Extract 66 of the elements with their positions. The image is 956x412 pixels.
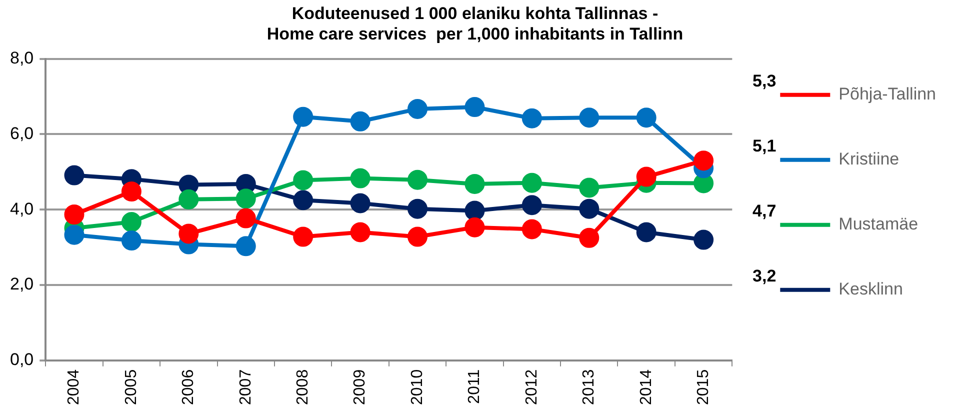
point: [178, 189, 199, 210]
y-tick-label: 4,0: [10, 199, 34, 218]
point: [236, 208, 256, 228]
point: [64, 224, 84, 245]
legend-label: Kristiine: [838, 150, 900, 169]
text: 4,7: [752, 202, 776, 221]
x-tick-label: 2008: [294, 369, 312, 405]
x-tick-label: 2006: [180, 369, 198, 405]
point: [350, 168, 370, 188]
point: [522, 172, 542, 193]
x-tick-label: 2014: [638, 369, 655, 405]
text: 3,2: [752, 266, 776, 286]
point: [636, 166, 656, 187]
point: [464, 217, 485, 238]
point: [236, 188, 256, 209]
point: [408, 170, 428, 190]
point: [293, 170, 314, 190]
x-tick-label: 2009: [352, 369, 369, 405]
point: [236, 236, 256, 256]
point: [522, 219, 542, 240]
point: [121, 212, 142, 232]
point: [408, 198, 428, 219]
point: [350, 193, 370, 214]
point: [464, 97, 485, 118]
point: [293, 190, 314, 210]
point: [350, 111, 370, 132]
point: [694, 230, 714, 250]
point: [178, 224, 199, 244]
y-tick-label: 8,0: [10, 48, 34, 68]
point: [522, 108, 542, 128]
x-tick-label: 2013: [580, 369, 598, 405]
y-tick-label: 0,0: [10, 350, 34, 370]
y-tick-label: 2,0: [10, 274, 34, 294]
point: [121, 230, 142, 251]
x-tick-label: 2012: [523, 369, 540, 405]
point: [522, 195, 542, 216]
text: 5,1: [752, 136, 776, 156]
x-tick-label: 2005: [122, 369, 140, 405]
point: [636, 222, 656, 242]
point: [121, 182, 142, 202]
point: [636, 108, 656, 128]
legend-label: Mustamäe: [838, 214, 918, 234]
x-tick-label: 2010: [408, 369, 426, 405]
point: [579, 228, 600, 248]
point: [579, 108, 600, 128]
x-tick-label: 2011: [466, 369, 484, 404]
point: [64, 204, 84, 225]
point: [464, 200, 485, 221]
point: [350, 222, 370, 242]
point: [64, 165, 84, 186]
point: [464, 174, 485, 194]
point: [694, 150, 714, 171]
text: 5,3: [752, 72, 776, 91]
point: [293, 106, 314, 127]
x-tick-label: 2004: [66, 369, 83, 405]
point: [579, 198, 600, 219]
y-tick-label: 6,0: [10, 124, 34, 143]
point: [408, 98, 428, 119]
point: [293, 226, 314, 247]
point: [408, 226, 428, 247]
chart-title: Koduteenused 1 000 elaniku kohta Tallinnas - Home care services per 1,000 inhabitants in Tallinn: [266, 4, 684, 44]
legend-label: Kesklinn: [838, 280, 903, 299]
point: [579, 178, 600, 198]
legend-label: Põhja-Tallinn: [838, 84, 936, 104]
x-tick-label: 2015: [694, 369, 712, 405]
x-tick-label: 2007: [237, 369, 254, 405]
